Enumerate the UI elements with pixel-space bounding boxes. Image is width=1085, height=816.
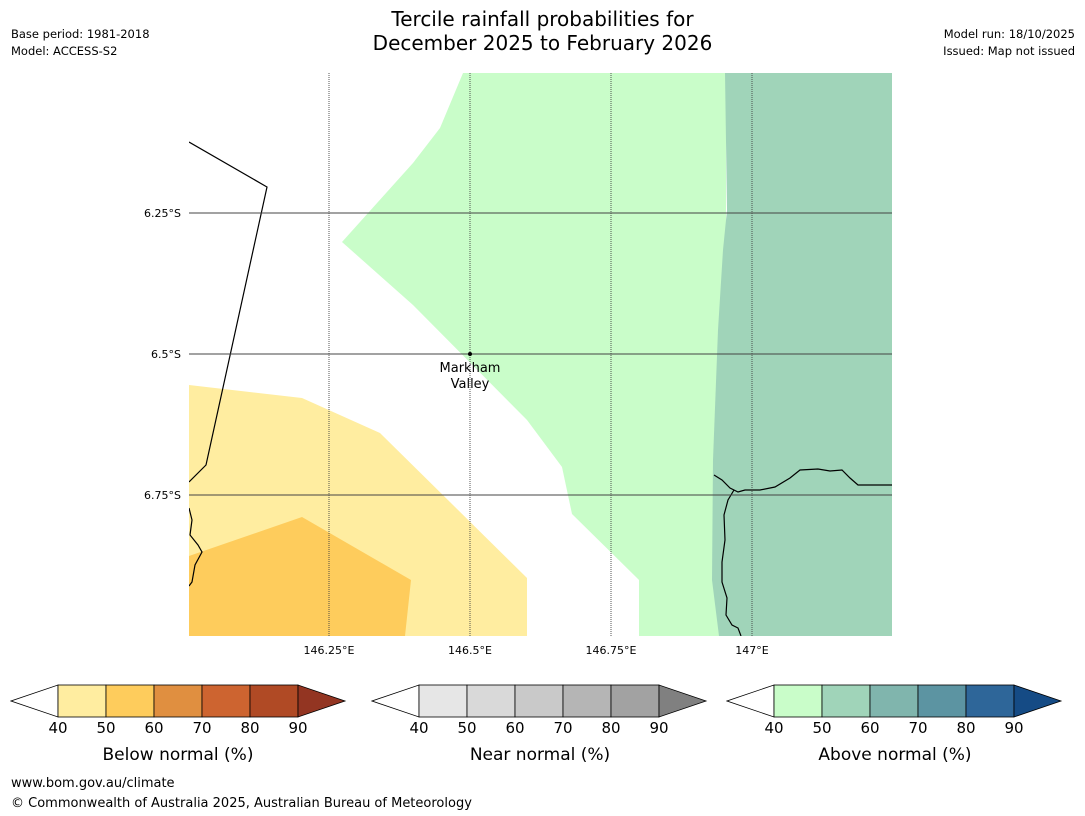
colorbar-tick-label: 80 [601,719,620,736]
coastline-east-south [721,489,742,636]
lon-label: 147°E [735,644,768,657]
colorbar-segment [514,684,564,718]
coastline-west [189,141,268,483]
colorbar-segment [57,684,107,718]
lon-label: 146.75°E [586,644,637,657]
place-label-line-2: Valley [451,377,490,392]
colorbar-segment [773,684,823,718]
map-title: Tercile rainfall probabilities for Decem… [0,7,1085,55]
place-marker-icon [468,352,472,356]
colorbar-segment [917,684,967,718]
colorbar-tick-label: 90 [288,719,307,736]
colorbar-segment [562,684,612,718]
colorbar-tick-label: 90 [1004,719,1023,736]
colorbar-tick-label: 60 [505,719,524,736]
coastline-southwest [189,507,203,587]
colorbar-segment [201,684,251,718]
colorbar-under-extension [726,684,775,718]
colorbar-segment [105,684,155,718]
colorbar-segment [153,684,203,718]
meta-right: Model run: 18/10/2025 Issued: Map not is… [943,26,1075,60]
lat-label: 6.25°S [144,207,181,220]
forecast-map: Markham Valley 6.25°S 6.5°S 6.75°S 146.2… [144,73,892,657]
colorbar-tick-label: 50 [457,719,476,736]
lat-label: 6.75°S [144,489,181,502]
colorbar-segment [610,684,660,718]
model-name: Model: ACCESS-S2 [11,44,118,58]
colorbar-under-extension [10,684,59,718]
colorbar-tick-label: 40 [48,719,67,736]
title-line-1: Tercile rainfall probabilities for [391,7,694,31]
colorbar-segment [249,684,299,718]
footer: www.bom.gov.au/climate © Commonwealth of… [11,774,472,814]
model-run: Model run: 18/10/2025 [943,27,1075,41]
colorbar-tick-label: 60 [860,719,879,736]
colorbar-tick-label: 80 [240,719,259,736]
colorbar-tick-label: 40 [409,719,428,736]
colorbar-segment [418,684,468,718]
colorbar-tick-label: 60 [144,719,163,736]
colorbar-over-extension [658,684,708,718]
colorbar-tick-label: 50 [812,719,831,736]
place-label-line-1: Markham [440,361,501,376]
issued-status: Issued: Map not issued [943,44,1075,58]
title-line-2: December 2025 to February 2026 [372,31,713,55]
colorbar-near-normal: 40 50 60 70 80 90 [371,684,708,736]
colorbar-under-extension [371,684,420,718]
colorbar-tick-label: 90 [649,719,668,736]
lon-label: 146.5°E [448,644,492,657]
meta-left: Base period: 1981-2018 Model: ACCESS-S2 [11,26,150,60]
colorbar-tick-label: 70 [192,719,211,736]
colorbar-tick-label: 40 [764,719,783,736]
lat-label: 6.5°S [151,348,181,361]
colorbar-tick-label: 50 [96,719,115,736]
base-period: Base period: 1981-2018 [11,27,150,41]
colorbar-segment [869,684,919,718]
colorbar-segment [466,684,516,718]
graticule [189,73,892,636]
above-normal-50-60-region [712,73,892,636]
colorbar-tick-label: 70 [553,719,572,736]
colorbar-above-normal: 40 50 60 70 80 90 [726,684,1063,736]
colorbar-label-below: Below normal (%) [102,745,254,765]
footer-copyright: © Commonwealth of Australia 2025, Austra… [11,796,472,811]
colorbar-segment [965,684,1015,718]
colorbar-label-above: Above normal (%) [818,745,972,765]
colorbar-over-extension [297,684,347,718]
colorbar-segment [821,684,871,718]
below-normal-50-60-region [189,517,411,636]
colorbar-below-normal: 40 50 60 70 80 90 [10,684,347,736]
lon-label: 146.25°E [304,644,355,657]
colorbar-over-extension [1013,684,1063,718]
colorbar-label-near: Near normal (%) [469,745,611,765]
colorbar-tick-label: 70 [908,719,927,736]
colorbar-tick-label: 80 [956,719,975,736]
footer-url: www.bom.gov.au/climate [11,776,175,791]
